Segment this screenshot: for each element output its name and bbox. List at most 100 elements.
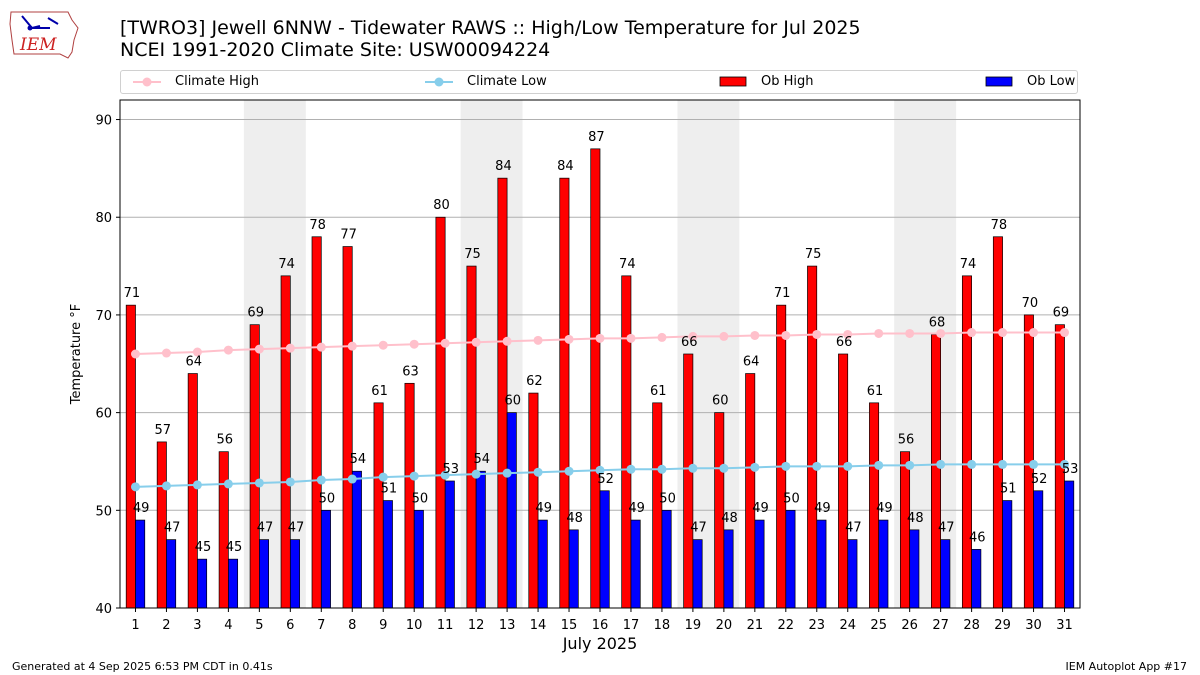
ob-high-label: 62 — [526, 374, 543, 389]
legend-item: Ob High — [719, 74, 814, 89]
ob-low-label: 54 — [474, 452, 491, 467]
ob-low-label: 47 — [690, 521, 707, 536]
climate-high-point — [533, 335, 543, 345]
x-tick-label: 16 — [592, 618, 609, 633]
climate-low-point — [440, 470, 450, 480]
ob-low-bar — [289, 539, 300, 609]
ob-low-label: 45 — [195, 540, 212, 555]
x-tick-label: 15 — [561, 618, 578, 633]
ob-low-label: 49 — [535, 501, 552, 516]
ob-low-bar — [661, 509, 672, 609]
ob-low-bar — [847, 539, 858, 609]
ob-high-bar — [280, 275, 291, 609]
climate-low-point — [533, 467, 543, 477]
ob-high-label: 80 — [433, 198, 450, 213]
ob-high-bar — [807, 265, 818, 609]
ob-high-label: 69 — [1053, 306, 1070, 321]
x-tick-label: 9 — [379, 618, 387, 633]
legend-label: Ob High — [761, 74, 814, 89]
ob-high-label: 75 — [805, 247, 822, 262]
ob-high-label: 75 — [464, 247, 481, 262]
ob-low-bar — [382, 500, 393, 609]
climate-high-point — [1029, 328, 1039, 338]
ob-high-label: 56 — [216, 433, 233, 448]
climate-high-point — [223, 345, 233, 355]
climate-low-point — [998, 459, 1008, 469]
ob-low-bar — [971, 549, 982, 609]
climate-low-point — [347, 474, 357, 484]
y-tick-label: 90 — [95, 114, 112, 129]
climate-high-point — [471, 337, 481, 347]
climate-low-point — [657, 464, 667, 474]
ob-low-bar — [413, 509, 424, 609]
x-tick-label: 20 — [716, 618, 733, 633]
climate-low-point — [378, 472, 388, 482]
x-tick-label: 27 — [932, 618, 949, 633]
climate-high-point — [347, 341, 357, 351]
climate-high-point — [905, 328, 915, 338]
x-tick-label: 7 — [317, 618, 325, 633]
y-axis-label: Temperature °F — [69, 304, 84, 405]
ob-low-label: 50 — [783, 491, 800, 506]
x-tick-label: 14 — [530, 618, 547, 633]
ob-low-label: 50 — [412, 491, 429, 506]
climate-low-point — [161, 481, 171, 491]
climate-low-point — [626, 464, 636, 474]
ob-low-label: 45 — [226, 540, 243, 555]
x-tick-label: 17 — [623, 618, 640, 633]
ob-low-bar — [1064, 480, 1075, 609]
x-tick-label: 13 — [499, 618, 516, 633]
ob-high-label: 71 — [124, 286, 141, 301]
ob-high-label: 78 — [309, 218, 326, 233]
ob-high-label: 61 — [867, 384, 884, 399]
ob-high-label: 74 — [619, 257, 636, 272]
ob-high-label: 84 — [495, 159, 512, 174]
ob-high-bar — [187, 373, 198, 609]
climate-high-point — [874, 328, 884, 338]
x-tick-label: 8 — [348, 618, 356, 633]
ob-high-label: 70 — [1022, 296, 1039, 311]
y-tick-label: 80 — [95, 211, 112, 226]
y-tick-label: 50 — [95, 504, 112, 519]
ob-low-bar — [1033, 490, 1044, 609]
ob-high-bar — [683, 353, 694, 609]
ob-high-label: 71 — [774, 286, 791, 301]
x-tick-label: 10 — [406, 618, 423, 633]
x-tick-label: 22 — [778, 618, 795, 633]
climate-high-point — [192, 347, 202, 357]
temperature-chart: 4050607080907149574764455645694774477850… — [69, 99, 1081, 653]
ob-high-label: 60 — [712, 394, 729, 409]
legend-label: Climate High — [175, 74, 260, 89]
ob-high-bar — [218, 451, 229, 609]
climate-high-point — [595, 333, 605, 343]
climate-low-point — [843, 461, 853, 471]
ob-low-bar — [320, 509, 331, 609]
ob-low-bar — [351, 470, 362, 609]
ob-high-bar — [621, 275, 632, 609]
climate-high-point — [719, 331, 729, 341]
ob-high-label: 63 — [402, 364, 419, 379]
climate-low-point — [1029, 459, 1039, 469]
climate-high-point — [409, 339, 419, 349]
ob-high-label: 56 — [898, 433, 915, 448]
ob-low-label: 54 — [350, 452, 367, 467]
x-tick-label: 26 — [901, 618, 918, 633]
ob-high-bar — [838, 353, 849, 609]
ob-high-bar — [559, 177, 570, 609]
ob-high-label: 78 — [991, 218, 1008, 233]
climate-high-point — [378, 340, 388, 350]
ob-high-label: 74 — [278, 257, 295, 272]
ob-low-label: 51 — [1000, 482, 1017, 497]
climate-low-point — [409, 471, 419, 481]
climate-low-point — [595, 465, 605, 475]
climate-low-point — [719, 463, 729, 473]
iem-logo: IEM — [9, 11, 79, 59]
x-tick-label: 18 — [654, 618, 671, 633]
climate-high-point — [130, 349, 140, 359]
legend-item: Ob Low — [985, 74, 1075, 89]
legend-item: Climate High — [133, 74, 259, 89]
ob-high-bar — [961, 275, 972, 609]
y-tick-label: 40 — [95, 602, 112, 617]
ob-low-label: 48 — [907, 511, 924, 526]
ob-high-bar — [249, 324, 260, 609]
